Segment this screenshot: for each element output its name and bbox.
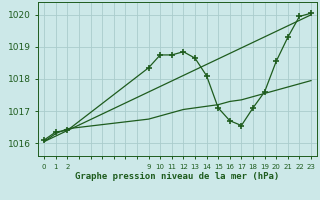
X-axis label: Graphe pression niveau de la mer (hPa): Graphe pression niveau de la mer (hPa) <box>76 172 280 181</box>
